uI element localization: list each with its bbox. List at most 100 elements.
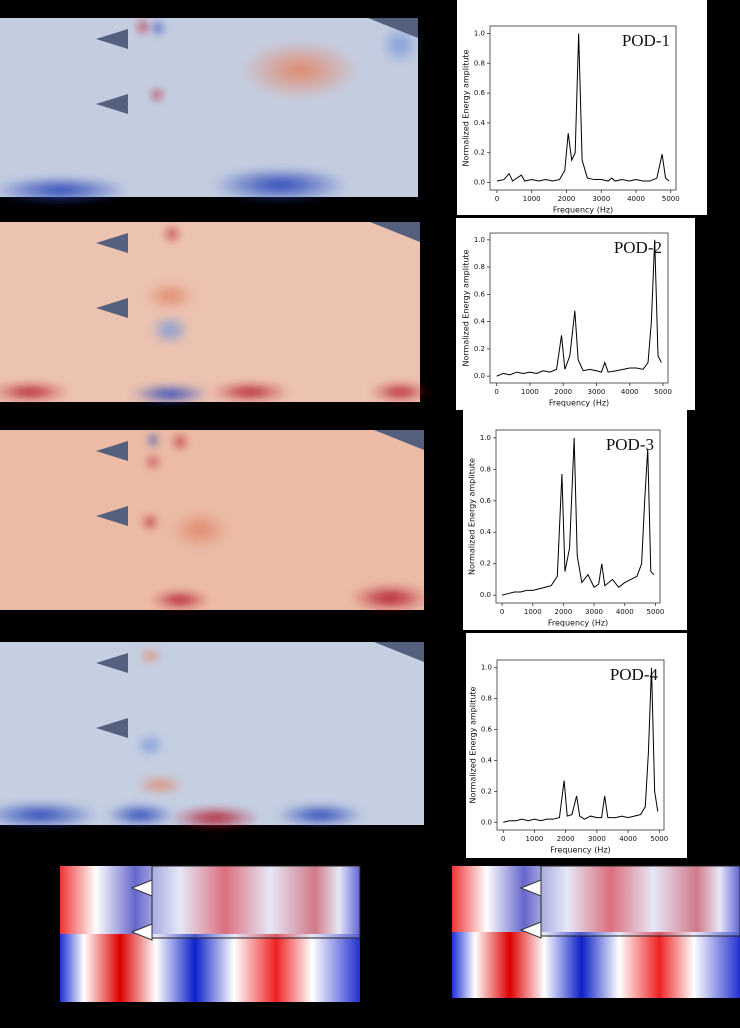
field-blob	[147, 432, 159, 448]
field-pattern	[0, 226, 430, 404]
field-image	[60, 866, 360, 934]
chart-title: POD-2	[614, 238, 662, 257]
field-blob	[151, 20, 165, 36]
x-tick-label: 4000	[619, 835, 637, 843]
y-tick-label: 0.0	[481, 818, 492, 826]
field-blob	[146, 455, 160, 469]
y-axis-label: Normalized Energy amplitute	[468, 458, 477, 575]
marker	[96, 298, 128, 318]
plot-frame	[489, 232, 669, 384]
corner	[374, 430, 424, 450]
plot-frame	[489, 25, 677, 191]
y-tick-label: 0.2	[474, 345, 485, 353]
spectrum-line	[503, 667, 659, 823]
x-tick-label: 0	[500, 608, 504, 616]
y-tick-label: 0.8	[474, 59, 485, 67]
y-tick-label: 0.6	[480, 497, 492, 505]
chart-panel	[466, 633, 687, 858]
y-tick-label: 0.4	[474, 119, 486, 127]
y-tick-label: 0.8	[480, 465, 491, 473]
x-tick-label: 5000	[650, 835, 668, 843]
y-tick-label: 0.8	[474, 263, 485, 271]
overlay-box	[151, 865, 361, 939]
x-tick-label: 2000	[557, 835, 575, 843]
y-tick-label: 1.0	[474, 236, 485, 244]
field-blob	[0, 801, 100, 829]
spectrum-chart: 0 1000 2000 3000 4000 5000 0.0 0.2 0.4 0.6 0.8 1.0 F…	[463, 410, 687, 630]
field-pattern	[0, 648, 365, 830]
x-axis-label: Frequency (Hz)	[550, 846, 610, 855]
y-tick-label: 0.0	[474, 179, 485, 187]
y-tick-label: 0.0	[474, 372, 485, 380]
marker	[519, 879, 542, 897]
marker	[96, 233, 128, 253]
field-blob	[240, 40, 360, 100]
corner	[368, 18, 418, 38]
x-tick-label: 3000	[588, 835, 606, 843]
chart-title: POD-3	[606, 435, 654, 454]
chart-title: POD-1	[622, 31, 670, 50]
marker	[96, 29, 128, 49]
marker	[96, 94, 128, 114]
x-tick-label: 5000	[654, 388, 672, 396]
field-blob	[150, 315, 190, 345]
spectrum-chart: 0 1000 2000 3000 4000 5000 0.0 0.2 0.4 0.6 0.8 1.0 F…	[466, 633, 687, 858]
y-tick-label: 0.6	[481, 726, 493, 734]
field-pattern	[142, 432, 430, 612]
field-blob	[142, 514, 158, 530]
field-blob	[136, 19, 150, 35]
field-blob	[164, 226, 180, 242]
marker	[519, 921, 542, 939]
field-blob	[370, 382, 430, 402]
chart-panel	[457, 0, 707, 215]
plot-frame	[495, 429, 661, 604]
spectrum-line	[496, 239, 662, 377]
spectrum-line	[502, 437, 655, 596]
spectrum-chart: 0 1000 2000 3000 4000 5000 0.0 0.2 0.4 0.6 0.8 1.0 F…	[456, 218, 695, 410]
y-axis-label: Normalized Energy amplitute	[469, 686, 478, 803]
y-axis-label: Normalized Energy amplitute	[462, 49, 471, 166]
field-blob	[210, 382, 290, 402]
field-blob	[135, 733, 165, 757]
field-blob	[275, 803, 365, 827]
field-image	[60, 934, 360, 1002]
x-axis-label: Frequency (Hz)	[549, 399, 609, 408]
y-tick-label: 0.2	[474, 149, 485, 157]
x-tick-label: 1000	[524, 608, 542, 616]
marker	[130, 879, 153, 897]
y-tick-label: 1.0	[474, 29, 485, 37]
corner	[370, 222, 420, 242]
y-tick-label: 0.6	[474, 290, 486, 298]
y-tick-label: 0.6	[474, 89, 486, 97]
x-tick-label: 5000	[646, 608, 664, 616]
x-tick-label: 0	[495, 195, 499, 203]
y-tick-label: 0.0	[480, 591, 491, 599]
x-tick-label: 1000	[523, 195, 541, 203]
y-tick-label: 1.0	[480, 434, 491, 442]
bottom-fields	[60, 865, 740, 1002]
y-tick-label: 0.4	[480, 528, 492, 536]
field-blob	[138, 648, 162, 664]
field-image	[0, 222, 420, 402]
overlay-box	[540, 865, 740, 937]
marker	[130, 923, 153, 941]
marker	[96, 506, 128, 526]
field-blob	[0, 382, 70, 402]
chart-title: POD-4	[610, 665, 659, 684]
x-tick-label: 0	[501, 835, 505, 843]
field-blob	[105, 803, 175, 827]
y-tick-label: 0.4	[481, 756, 493, 764]
y-tick-label: 0.2	[480, 560, 491, 568]
field-image	[0, 18, 418, 197]
y-tick-label: 0.4	[474, 318, 486, 326]
field-blob	[135, 775, 185, 795]
y-tick-label: 0.8	[481, 695, 492, 703]
x-tick-label: 0	[494, 388, 498, 396]
corner	[374, 642, 424, 662]
x-tick-label: 3000	[592, 195, 610, 203]
field-pattern	[0, 19, 420, 204]
flow-fields	[0, 18, 430, 830]
field-blob	[380, 25, 420, 65]
